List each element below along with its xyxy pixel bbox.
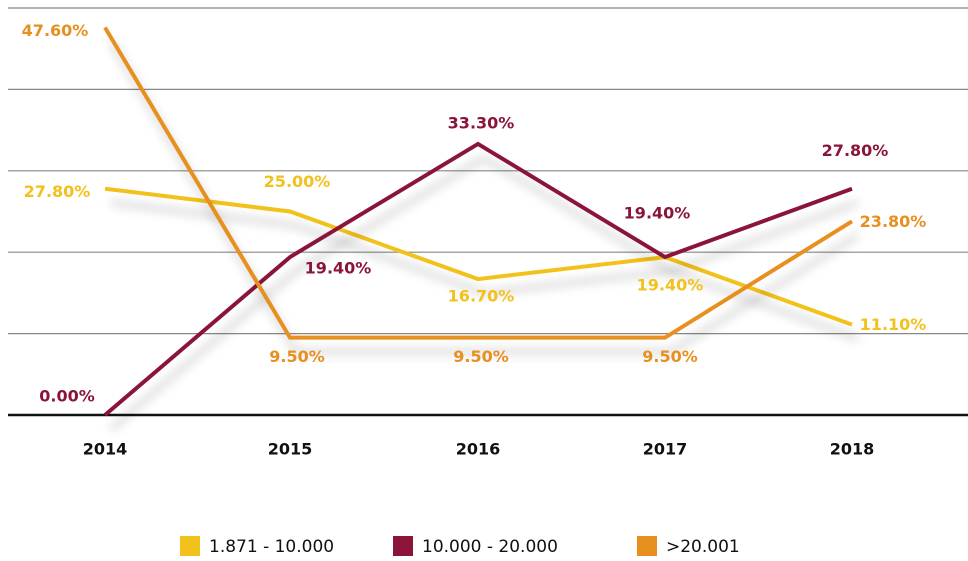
series-line	[103, 26, 854, 340]
value-label: 16.70%	[448, 287, 515, 306]
legend-label: >20.001	[666, 537, 740, 557]
legend-swatch	[393, 536, 413, 556]
line-shadow	[109, 155, 859, 431]
value-label: 27.80%	[24, 182, 91, 201]
line-shadow	[108, 40, 860, 355]
legend-swatch	[637, 536, 657, 556]
series-line	[103, 141, 853, 417]
value-label: 11.10%	[860, 315, 927, 334]
value-label: 9.50%	[642, 347, 698, 366]
legend-label: 1.871 - 10.000	[209, 537, 334, 557]
value-label: 9.50%	[269, 347, 325, 366]
x-tick-label: 2014	[83, 440, 128, 459]
value-label: 19.40%	[637, 276, 704, 295]
value-label: 19.40%	[624, 204, 691, 223]
value-label: 47.60%	[22, 21, 89, 40]
value-label: 19.40%	[305, 259, 372, 278]
x-tick-label: 2016	[456, 440, 501, 459]
x-tick-label: 2015	[268, 440, 313, 459]
value-label: 33.30%	[448, 113, 515, 132]
value-label: 25.00%	[264, 172, 331, 191]
legend-swatch	[180, 536, 200, 556]
value-label: 0.00%	[39, 387, 95, 406]
series-line	[104, 186, 853, 327]
value-label: 23.80%	[860, 212, 927, 231]
value-label: 27.80%	[822, 141, 889, 160]
legend-label: 10.000 - 20.000	[422, 537, 558, 557]
x-tick-label: 2017	[643, 440, 688, 459]
value-label: 9.50%	[453, 347, 509, 366]
x-tick-label: 2018	[830, 440, 875, 459]
